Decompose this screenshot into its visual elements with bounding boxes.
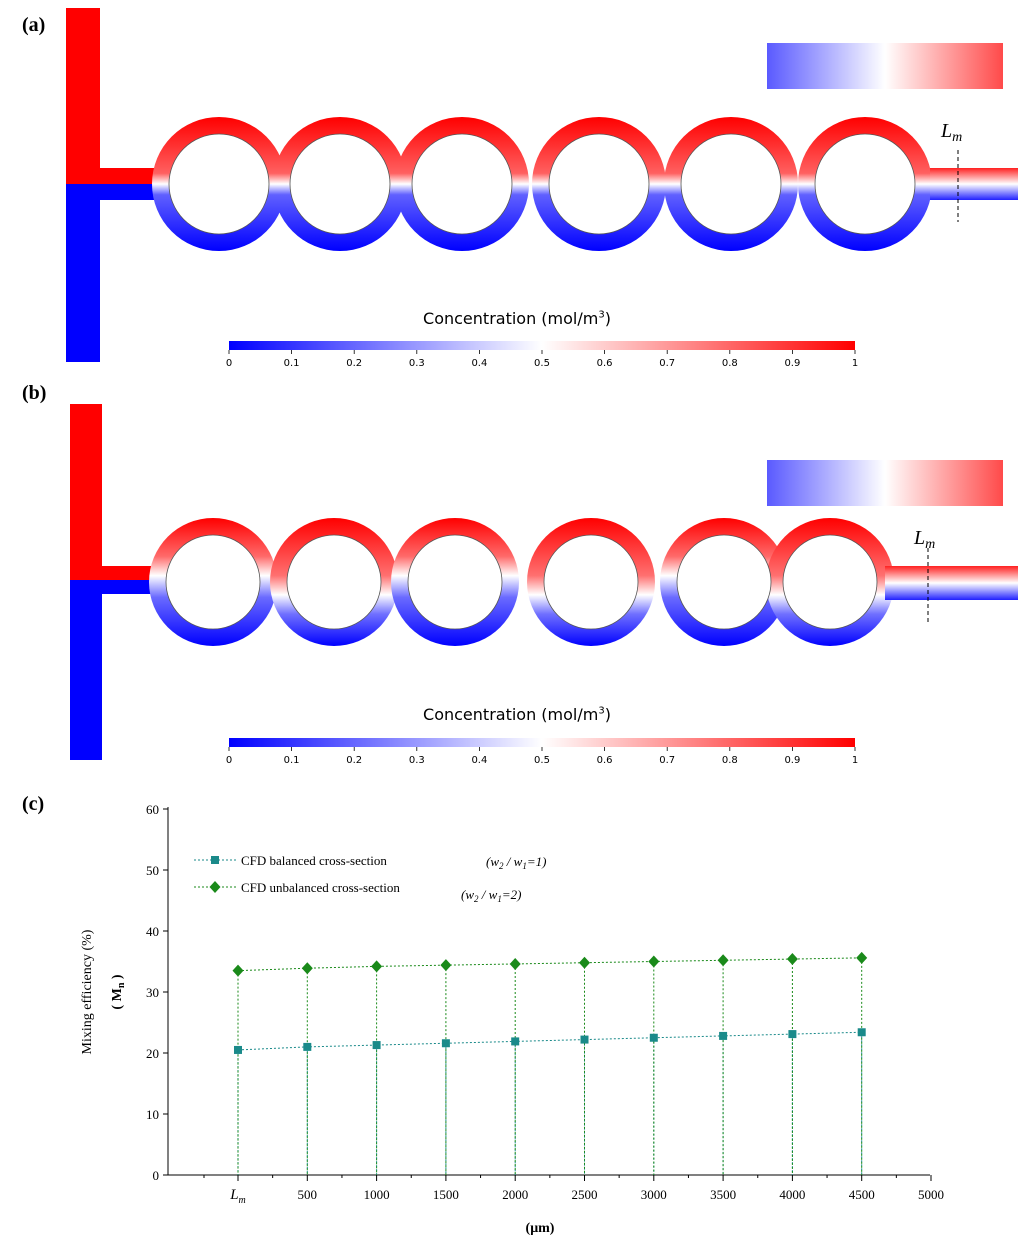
series-2-point [301, 962, 313, 975]
series-2-point [786, 953, 798, 966]
colorbar-b-tick-label: 0.8 [722, 755, 738, 766]
series-1-point [234, 1045, 242, 1054]
legend-entry-balanced-marker [211, 856, 219, 864]
y-axis-sublabel: ( Mn ) [110, 974, 127, 1009]
x-tick-label: 5000 [918, 1187, 944, 1202]
series-1-point [788, 1030, 797, 1039]
series-1-point [511, 1037, 520, 1046]
x-tick-label: 3500 [710, 1187, 736, 1202]
legend-entry-unbalanced-label: CFD unbalanced cross-section [241, 880, 400, 895]
lm-label-b: Lm [913, 527, 935, 552]
y-tick-label: 40 [146, 924, 159, 939]
panel-a-ring-hole-6 [814, 133, 916, 235]
series-2-point [717, 954, 729, 967]
panel-b-ring-hole-3 [407, 534, 503, 630]
series-2-point [648, 955, 660, 968]
colorbar-a-tick-label: 0.7 [659, 358, 675, 369]
panel-b-microchannel: Lm [70, 404, 1018, 760]
colorbar-a: 0 0.1 0.2 0.3 0.4 0.5 0.6 0.7 0.8 0.9 1 [226, 341, 858, 369]
panel-label-a: (a) [22, 14, 46, 36]
series-2-line [237, 957, 862, 972]
panel-b-ring-hole-1 [165, 534, 261, 630]
series-1-point [719, 1031, 728, 1040]
y-tick-label: 20 [146, 1046, 159, 1061]
panel-a-ring-hole-1 [168, 133, 270, 235]
series-2-point [232, 964, 244, 977]
y-tick-label: 10 [146, 1107, 159, 1122]
colorbar-a-tick-label: 0.3 [409, 358, 425, 369]
series-1-point [372, 1041, 381, 1050]
colorbar-b-tick-label: 0 [226, 755, 232, 766]
y-axis-label: Mixing efficiency (%) [80, 929, 95, 1054]
colorbar-a-tick-label: 0.4 [471, 358, 487, 369]
colorbar-title-b: Concentration (mol/m3) [423, 705, 611, 724]
series-2-point [371, 960, 383, 973]
panel-a-ring-hole-5 [680, 133, 782, 235]
legend-entry-balanced-ratio: (w2 / w1=1) [486, 854, 546, 871]
legend-entry-unbalanced-ratio: (w2 / w1=2) [461, 887, 521, 904]
colorbar-b-tick-label: 0.4 [471, 755, 487, 766]
colorbar-a-tick-label: 0.1 [284, 358, 300, 369]
panel-b-ring-hole-4 [543, 534, 639, 630]
lm-label-a: Lm [940, 120, 962, 145]
colorbar-b-tick-label: 1 [852, 755, 858, 766]
legend-entry-unbalanced-marker [209, 881, 221, 893]
legend-color-swatch-b [767, 460, 1003, 506]
colorbar-a-tick-label: 0.9 [784, 358, 800, 369]
x-tick-label: 4000 [779, 1187, 805, 1202]
legend-color-swatch-a [767, 43, 1003, 89]
legend-entry-balanced-label: CFD balanced cross-section [241, 853, 387, 868]
colorbar-b-tick-label: 0.9 [784, 755, 800, 766]
colorbar-a-tick-label: 0.6 [597, 358, 613, 369]
y-tick-label: 30 [146, 985, 159, 1000]
x-tick-label: 4500 [849, 1187, 875, 1202]
panel-b-ring-hole-6 [782, 534, 878, 630]
colorbar-b-tick-label: 0.3 [409, 755, 425, 766]
x-axis-label: (μm) [526, 1221, 555, 1236]
y-tick-label: 0 [153, 1168, 160, 1183]
colorbar-b-tick-label: 0.1 [284, 755, 300, 766]
colorbar-a-tick-label: 0.5 [534, 358, 550, 369]
y-tick-label: 50 [146, 863, 159, 878]
panel-a-ring-hole-4 [548, 133, 650, 235]
series-1-point [857, 1028, 866, 1037]
series-2-point [856, 951, 868, 964]
colorbar-b-tick-label: 0.6 [597, 755, 613, 766]
series-1-point [580, 1035, 589, 1044]
colorbar-a-tick-label: 0.8 [722, 358, 738, 369]
x-tick-label: 1500 [433, 1187, 459, 1202]
colorbar-a-tick-label: 1 [852, 358, 858, 369]
x-tick-label: 2500 [572, 1187, 598, 1202]
x-tick-label: 500 [298, 1187, 318, 1202]
panel-a-ring-hole-3 [411, 133, 513, 235]
x-tick-label: 3000 [641, 1187, 667, 1202]
panel-a-microchannel: Lm [66, 8, 1018, 362]
x-tick-label: Lm [229, 1187, 246, 1206]
colorbar-title-a: Concentration (mol/m3) [423, 309, 611, 328]
series-1-point [441, 1039, 450, 1048]
series-1-point [649, 1033, 658, 1042]
series-2-point [579, 956, 590, 969]
series-1-point [303, 1042, 312, 1051]
panel-b-ring-hole-5 [676, 534, 772, 630]
panel-label-b: (b) [22, 382, 47, 404]
colorbar-b-tick-label: 0.7 [659, 755, 675, 766]
series-2-point [440, 959, 452, 972]
panel-b-ring-hole-2 [286, 534, 382, 630]
panel-a-ring-hole-2 [289, 133, 391, 235]
colorbar-a-tick-label: 0.2 [346, 358, 362, 369]
colorbar-b: 0 0.1 0.2 0.3 0.4 0.5 0.6 0.7 0.8 0.9 1 [226, 738, 858, 766]
colorbar-a-tick-label: 0 [226, 358, 232, 369]
panel-label-c: (c) [22, 793, 45, 815]
series-1-line [237, 1031, 862, 1051]
x-tick-label: 1000 [364, 1187, 390, 1202]
y-tick-label: 60 [146, 802, 159, 817]
chart-c: 0 10 20 30 40 50 60 Lm 500 1000 1500 2000 2500 3000 35… [80, 802, 944, 1236]
series-2-point [509, 957, 521, 970]
colorbar-b-tick-label: 0.2 [346, 755, 362, 766]
colorbar-b-tick-label: 0.5 [534, 755, 550, 766]
x-tick-label: 2000 [502, 1187, 528, 1202]
